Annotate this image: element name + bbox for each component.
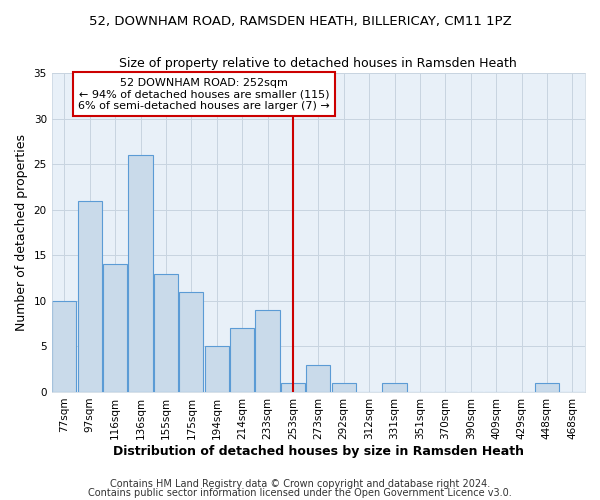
Bar [179,292,203,392]
Title: Size of property relative to detached houses in Ramsden Heath: Size of property relative to detached ho… [119,58,517,70]
Bar [230,328,254,392]
Bar [256,310,280,392]
Text: Contains HM Land Registry data © Crown copyright and database right 2024.: Contains HM Land Registry data © Crown c… [110,479,490,489]
Text: Contains public sector information licensed under the Open Government Licence v3: Contains public sector information licen… [88,488,512,498]
Bar [103,264,127,392]
Y-axis label: Number of detached properties: Number of detached properties [15,134,28,331]
Bar [205,346,229,392]
Bar [77,200,102,392]
Bar [332,383,356,392]
Bar [535,383,559,392]
Bar [128,155,152,392]
Bar [154,274,178,392]
Text: 52 DOWNHAM ROAD: 252sqm
← 94% of detached houses are smaller (115)
6% of semi-de: 52 DOWNHAM ROAD: 252sqm ← 94% of detache… [78,78,330,111]
Text: 52, DOWNHAM ROAD, RAMSDEN HEATH, BILLERICAY, CM11 1PZ: 52, DOWNHAM ROAD, RAMSDEN HEATH, BILLERI… [89,15,511,28]
Bar [382,383,407,392]
Bar [281,383,305,392]
X-axis label: Distribution of detached houses by size in Ramsden Heath: Distribution of detached houses by size … [113,444,524,458]
Bar [306,364,331,392]
Bar [52,301,76,392]
